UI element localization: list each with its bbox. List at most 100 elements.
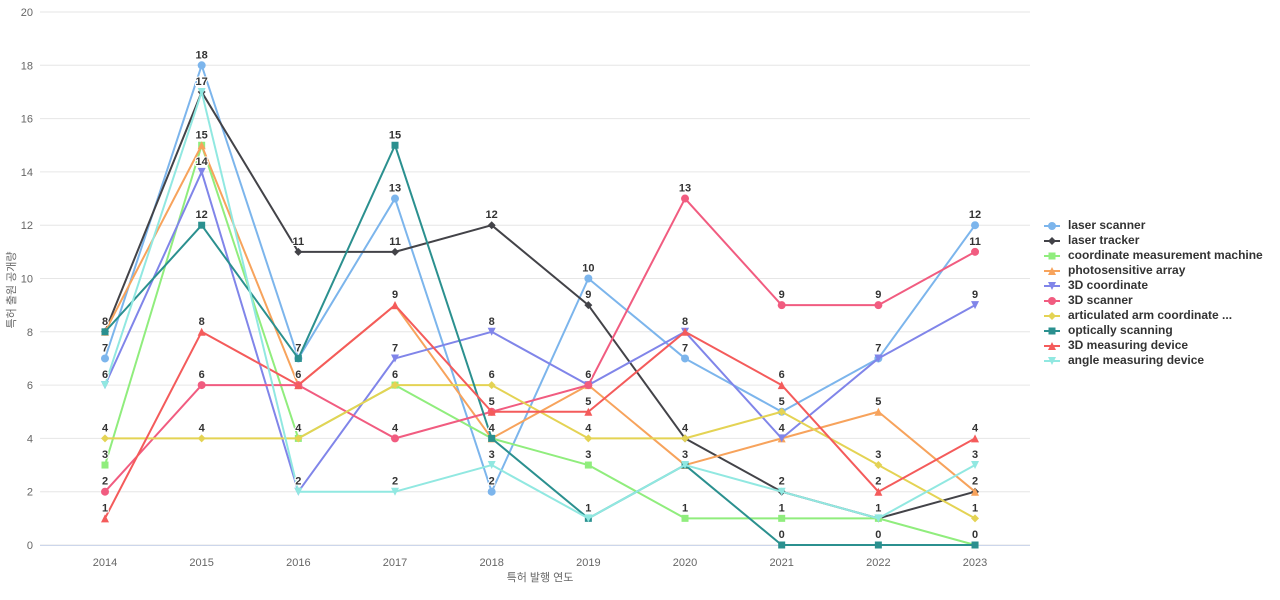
laser-tracker-data-label: 12	[486, 209, 498, 221]
axis-layer: 2014 2015 2016 2017 2018 2019 2020 2021 2022 2023	[40, 545, 1030, 569]
laser-scanner-point[interactable]	[197, 61, 206, 70]
angle-measuring-device-point[interactable]	[487, 461, 496, 470]
3d-measuring-device-point[interactable]	[197, 327, 206, 336]
3d-scanner-point[interactable]	[101, 487, 109, 496]
3d-scanner-point[interactable]	[584, 381, 593, 390]
laser-tracker-data-label: 2	[779, 476, 785, 488]
laser-scanner-point[interactable]	[101, 354, 109, 363]
x-tick-label: 2022	[866, 557, 890, 569]
3d-coordinate-point[interactable]	[391, 354, 400, 363]
optically-scanning-data-label: 1	[585, 502, 591, 514]
legend-item-laser-tracker[interactable]: laser tracker	[1043, 233, 1263, 248]
photosensitive-array-point[interactable]	[971, 487, 980, 496]
coordinate-measurement-machine-data-label: 1	[682, 502, 688, 514]
optically-scanning-point[interactable]	[971, 541, 979, 549]
3d-measuring-device-point[interactable]	[487, 407, 496, 416]
laser-scanner-point[interactable]	[391, 194, 400, 203]
3d-scanner-data-label: 6	[199, 369, 205, 381]
laser-tracker-point[interactable]	[391, 247, 400, 256]
3d-scanner-point[interactable]	[874, 301, 883, 310]
legend-item-3d-coordinate[interactable]: 3D coordinate	[1043, 278, 1263, 293]
articulated-arm-coordinate-point[interactable]	[294, 434, 303, 443]
3d-scanner-point[interactable]	[681, 194, 690, 203]
legend-item-3d-measuring-device[interactable]: 3D measuring device	[1043, 338, 1263, 353]
angle-measuring-device-point[interactable]	[584, 514, 593, 523]
3d-scanner-point[interactable]	[197, 381, 206, 390]
optically-scanning-legend-symbol-icon	[1044, 327, 1060, 334]
3d-coordinate-point[interactable]	[971, 301, 980, 310]
3d-coordinate-point[interactable]	[777, 434, 786, 443]
3d-measuring-device-point[interactable]	[681, 327, 690, 336]
3d-measuring-device-point[interactable]	[294, 381, 303, 390]
legend-item-coordinate-measurement-machine[interactable]: coordinate measurement machine	[1043, 248, 1263, 263]
optically-scanning-point[interactable]	[778, 541, 786, 549]
laser-scanner-data-label: 13	[389, 183, 401, 195]
angle-measuring-device-data-label: 6	[102, 369, 108, 381]
coordinate-measurement-machine-point[interactable]	[681, 514, 689, 522]
articulated-arm-coordinate-point[interactable]	[197, 434, 206, 443]
laser-tracker-point[interactable]	[294, 247, 303, 256]
legend-item-laser-scanner[interactable]: laser scanner	[1043, 218, 1263, 233]
photosensitive-array-point[interactable]	[197, 141, 206, 150]
legend-item-angle-measuring-device[interactable]: angle measuring device	[1043, 353, 1263, 368]
photosensitive-array-legend-marker-icon	[1048, 266, 1056, 275]
3d-measuring-device-point[interactable]	[874, 487, 883, 496]
angle-measuring-device-point[interactable]	[197, 87, 206, 96]
3d-measuring-device-point[interactable]	[971, 434, 980, 443]
articulated-arm-coordinate-point[interactable]	[777, 407, 786, 416]
articulated-arm-coordinate-data-label: 3	[875, 449, 881, 461]
articulated-arm-coordinate-point[interactable]	[101, 434, 109, 443]
articulated-arm-coordinate-point[interactable]	[391, 381, 400, 390]
3d-scanner-point[interactable]	[971, 247, 980, 256]
articulated-arm-coordinate-point[interactable]	[874, 461, 883, 470]
angle-measuring-device-point[interactable]	[971, 461, 980, 470]
angle-measuring-device-point[interactable]	[777, 487, 786, 496]
articulated-arm-coordinate-data-label: 4	[102, 422, 109, 434]
coordinate-measurement-machine-point[interactable]	[778, 514, 786, 522]
optically-scanning-point[interactable]	[488, 434, 496, 442]
3d-measuring-device-point[interactable]	[584, 407, 593, 416]
laser-scanner-point[interactable]	[971, 221, 980, 230]
3d-coordinate-point[interactable]	[487, 327, 496, 336]
legend-item-optically-scanning[interactable]: optically scanning	[1043, 323, 1263, 338]
3d-measuring-device-point[interactable]	[777, 381, 786, 390]
legend-item-photosensitive-array[interactable]: photosensitive array	[1043, 263, 1263, 278]
laser-tracker-point[interactable]	[487, 221, 496, 230]
angle-measuring-device-point[interactable]	[294, 487, 303, 496]
3d-coordinate-point[interactable]	[197, 167, 206, 176]
legend-item-3d-scanner[interactable]: 3D scanner	[1043, 293, 1263, 308]
angle-measuring-device-point[interactable]	[874, 514, 883, 523]
optically-scanning-point[interactable]	[198, 221, 206, 229]
3d-measuring-device-point[interactable]	[101, 514, 109, 523]
laser-scanner-line	[104, 64, 977, 493]
laser-scanner-point[interactable]	[487, 487, 496, 496]
laser-scanner-point[interactable]	[584, 274, 593, 283]
articulated-arm-coordinate-point[interactable]	[971, 514, 980, 523]
angle-measuring-device-point[interactable]	[391, 487, 400, 496]
articulated-arm-coordinate-point[interactable]	[681, 434, 690, 443]
photosensitive-array-point[interactable]	[874, 407, 883, 416]
optically-scanning-point[interactable]	[874, 541, 882, 549]
legend: laser scanner laser tracker coordinate mea…	[1043, 218, 1263, 368]
3d-scanner-point[interactable]	[777, 301, 786, 310]
angle-measuring-device-point[interactable]	[681, 461, 690, 470]
legend-item-articulated-arm-coordinate[interactable]: articulated arm coordinate ...	[1043, 308, 1263, 323]
laser-tracker-point[interactable]	[584, 301, 593, 310]
coordinate-measurement-machine-point[interactable]	[101, 461, 109, 469]
photosensitive-array-data-label: 6	[585, 369, 591, 381]
coordinate-measurement-machine-point[interactable]	[584, 461, 592, 469]
3d-coordinate-point[interactable]	[874, 354, 883, 363]
optically-scanning-point[interactable]	[294, 354, 302, 362]
angle-measuring-device-data-label: 17	[196, 76, 208, 88]
optically-scanning-point[interactable]	[391, 141, 399, 149]
3d-scanner-point[interactable]	[391, 434, 400, 443]
articulated-arm-coordinate-point[interactable]	[584, 434, 593, 443]
laser-scanner-point[interactable]	[681, 354, 690, 363]
x-tick-label: 2015	[189, 557, 213, 569]
y-tick-label: 6	[27, 380, 33, 392]
3d-measuring-device-point[interactable]	[391, 301, 400, 310]
angle-measuring-device-point[interactable]	[101, 381, 109, 390]
articulated-arm-coordinate-point[interactable]	[487, 381, 496, 390]
optically-scanning-point[interactable]	[101, 328, 109, 336]
